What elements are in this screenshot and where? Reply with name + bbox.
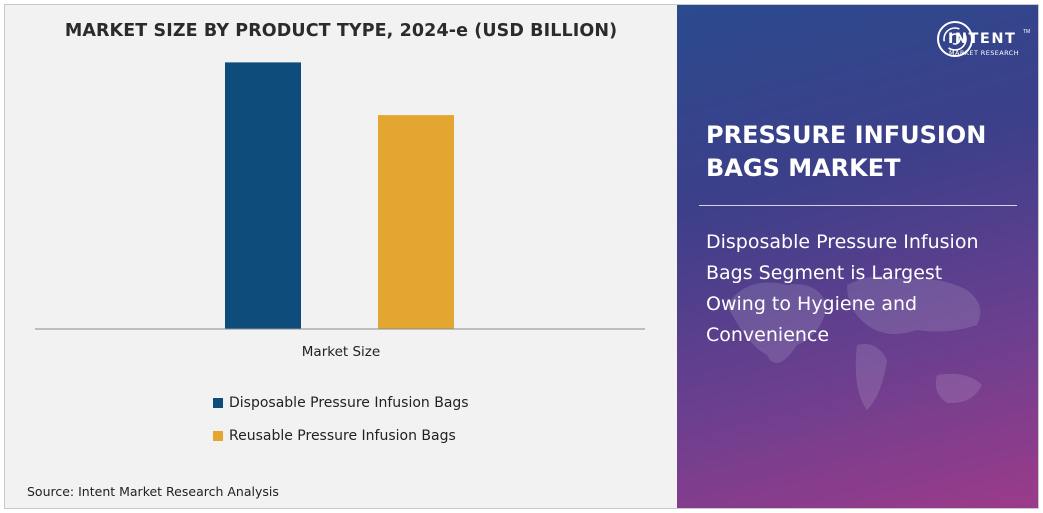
source-note: Source: Intent Market Research Analysis (27, 484, 279, 499)
market-title: PRESSURE INFUSION BAGS MARKET (706, 119, 1026, 185)
legend-item-disposable: Disposable Pressure Infusion Bags (213, 386, 469, 419)
bar-disposable (225, 62, 301, 330)
legend-swatch-disposable (213, 397, 223, 408)
chart-panel: MARKET SIZE BY PRODUCT TYPE, 2024-e (USD… (5, 5, 677, 508)
brand-trademark: TM (1023, 29, 1031, 35)
brand-name: INTENT (948, 31, 1017, 47)
market-title-line: BAGS MARKET (706, 154, 901, 182)
insight-line: Disposable Pressure Infusion (706, 231, 979, 253)
market-title-line: PRESSURE INFUSION (706, 121, 987, 149)
brand-logo: INTENT TM MARKET RESEARCH (935, 17, 1030, 62)
market-insight: Disposable Pressure Infusion Bags Segmen… (706, 227, 1026, 351)
world-map-decoration (727, 276, 982, 410)
signal-icon (937, 21, 973, 57)
legend-label-disposable: Disposable Pressure Infusion Bags (229, 394, 469, 411)
insight-line: Owing to Hygiene and (706, 293, 918, 315)
legend-label-reusable: Reusable Pressure Infusion Bags (229, 427, 456, 444)
x-axis-label: Market Size (301, 344, 381, 360)
panel-divider (699, 205, 1017, 206)
brand-tagline: MARKET RESEARCH (949, 49, 1019, 57)
chart-title: MARKET SIZE BY PRODUCT TYPE, 2024-e (USD… (64, 21, 618, 41)
chart-legend: Disposable Pressure Infusion Bags Reusab… (213, 386, 469, 452)
insight-line: Convenience (706, 324, 830, 346)
legend-item-reusable: Reusable Pressure Infusion Bags (213, 419, 469, 452)
infographic-frame: MARKET SIZE BY PRODUCT TYPE, 2024-e (USD… (4, 4, 1039, 509)
bar-reusable (378, 115, 454, 329)
insight-line: Bags Segment is Largest (706, 262, 943, 284)
summary-panel: INTENT TM MARKET RESEARCH PRESSURE INFUS… (677, 5, 1038, 508)
legend-swatch-reusable (213, 430, 223, 441)
bar-chart (35, 62, 645, 330)
